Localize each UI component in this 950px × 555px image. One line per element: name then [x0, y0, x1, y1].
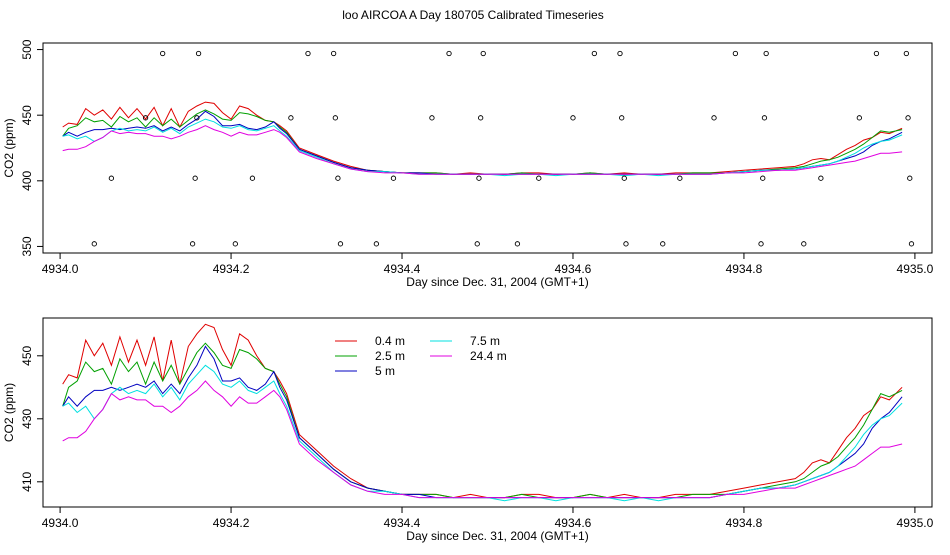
- scatter-point: [194, 115, 200, 121]
- scatter-point: [91, 241, 97, 247]
- scatter-point: [373, 241, 380, 247]
- bottom-panel: 4934.0 4934.2 4934.4 4934.6 4934.8 4935.0 410 4…: [2, 317, 934, 543]
- scatter-point: [478, 115, 484, 121]
- scatter-point: [536, 175, 542, 181]
- series-line-0-4-m: [62, 101, 903, 175]
- scatter-point: [288, 115, 294, 121]
- scatter-point: [195, 50, 202, 57]
- scatter-point: [711, 115, 717, 121]
- scatter-point: [189, 241, 196, 247]
- scatter-point: [856, 115, 862, 121]
- scatter-point: [514, 241, 521, 247]
- legend-entry: 24.4 m: [470, 349, 507, 363]
- y-axis-label: CO2 (ppm): [2, 383, 16, 442]
- scatter-point: [330, 50, 337, 57]
- series-line-2-5-m: [62, 342, 903, 499]
- scatter-point: [591, 50, 598, 57]
- x-tick-label: 4934.6: [555, 262, 592, 276]
- scatter-point: [335, 175, 341, 181]
- scatter-point: [732, 50, 739, 57]
- scatter-point: [570, 115, 576, 121]
- scatter-point: [763, 50, 769, 57]
- scatter-point: [760, 175, 766, 181]
- scatter-point: [619, 115, 625, 121]
- scatter-point: [903, 50, 910, 57]
- scatter-point: [623, 241, 629, 247]
- x-tick-label: 4934.0: [42, 516, 79, 530]
- x-tick-label: 4934.6: [555, 516, 592, 530]
- scatter-point: [621, 175, 627, 181]
- series-line-7-5-m: [62, 364, 903, 502]
- scatter-point: [305, 50, 311, 57]
- x-axis-label: Day since Dec. 31, 2004 (GMT+1): [406, 275, 588, 289]
- y-axis-label: CO2 (ppm): [2, 118, 16, 177]
- legend-entry: 5 m: [375, 364, 395, 378]
- x-tick-label: 4934.8: [726, 262, 763, 276]
- scatter-point: [108, 175, 115, 181]
- scatter-point: [232, 241, 238, 247]
- x-tick-label: 4934.4: [384, 262, 421, 276]
- x-tick-label: 4934.0: [42, 262, 79, 276]
- chart-title: loo AIRCOA A Day 180705 Calibrated Times…: [342, 8, 603, 22]
- series-line-7-5-m: [62, 118, 903, 177]
- legend-entry: 0.4 m: [375, 334, 405, 348]
- x-tick-label: 4935.0: [897, 262, 934, 276]
- y-tick-label: 500: [20, 39, 34, 59]
- legend-entry: 2.5 m: [375, 349, 405, 363]
- scatter-point: [390, 175, 397, 181]
- scatter-point: [474, 241, 480, 247]
- scatter-point: [818, 175, 824, 181]
- y-tick-label: 410: [20, 471, 34, 491]
- series-line-5-m: [62, 345, 903, 499]
- plot-frame: [42, 317, 933, 508]
- scatter-point: [677, 175, 683, 181]
- legend-entry: 7.5 m: [470, 334, 500, 348]
- scatter-point: [249, 175, 256, 181]
- scatter-point: [332, 115, 338, 121]
- x-tick-label: 4934.4: [384, 516, 421, 530]
- scatter-point: [801, 241, 807, 247]
- x-tick-label: 4934.2: [213, 262, 250, 276]
- x-axis-label: Day since Dec. 31, 2004 (GMT+1): [406, 529, 588, 543]
- scatter-point: [476, 175, 482, 181]
- scatter-point: [142, 115, 149, 121]
- plot-frame: [42, 42, 933, 254]
- top-panel: 4934.0 4934.2 4934.4 4934.6 4934.8 4935.0 350 4…: [2, 39, 934, 289]
- y-tick-label: 450: [20, 345, 34, 365]
- scatter-point: [758, 241, 764, 247]
- x-tick-label: 4934.2: [213, 516, 250, 530]
- scatter-point: [480, 50, 486, 57]
- scatter-point: [873, 50, 880, 57]
- scatter-point: [446, 50, 452, 57]
- x-tick-label: 4935.0: [897, 516, 934, 530]
- scatter-point: [160, 50, 166, 57]
- series-line-24-4-m: [62, 125, 903, 175]
- y-tick-label: 450: [20, 105, 34, 125]
- scatter-point: [192, 175, 198, 181]
- y-tick-label: 400: [20, 170, 34, 190]
- scatter-point: [908, 241, 915, 247]
- y-tick-label: 430: [20, 408, 34, 428]
- series-line-24-4-m: [62, 380, 903, 499]
- y-tick-label: 350: [20, 236, 34, 256]
- scatter-point: [905, 115, 911, 121]
- scatter-point: [337, 241, 344, 247]
- scatter-point: [429, 115, 435, 121]
- scatter-point: [660, 241, 666, 247]
- scatter-point: [617, 50, 623, 57]
- x-tick-label: 4934.8: [726, 516, 763, 530]
- scatter-point: [761, 115, 768, 121]
- scatter-point: [907, 175, 913, 181]
